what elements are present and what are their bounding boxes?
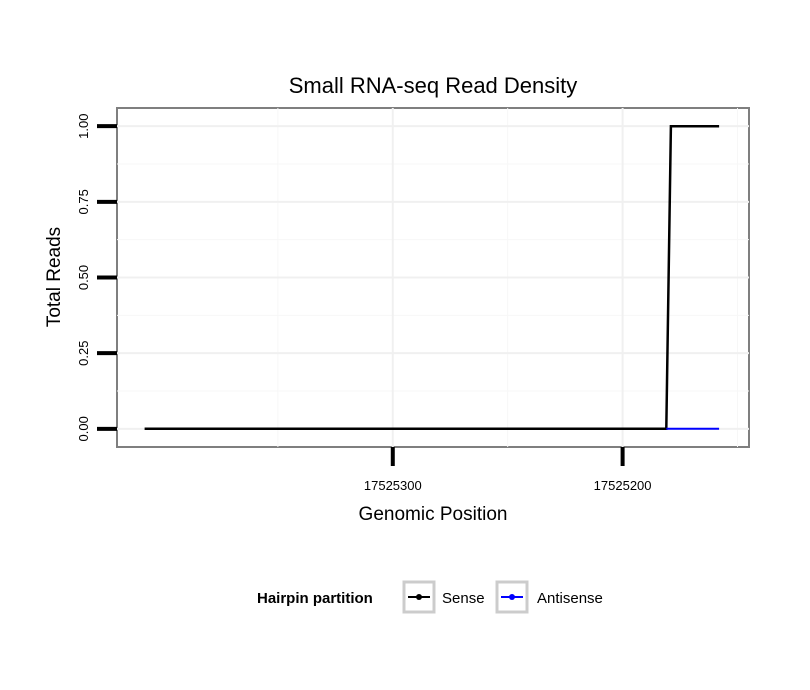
legend-point-antisense bbox=[509, 594, 515, 600]
y-tick-label: 0.75 bbox=[76, 189, 91, 214]
series-line-sense bbox=[144, 124, 720, 431]
y-tick-label: 0.00 bbox=[76, 416, 91, 441]
x-tick-label: 17525300 bbox=[364, 478, 422, 493]
y-axis-title: Total Reads bbox=[44, 227, 65, 327]
legend-label-sense: Sense bbox=[442, 590, 485, 607]
y-tick-label: 0.50 bbox=[76, 265, 91, 290]
y-tick-label: 1.00 bbox=[76, 114, 91, 139]
legend: Hairpin partition Sense Antisense bbox=[257, 580, 603, 614]
x-tick-label: 17525200 bbox=[594, 478, 652, 493]
grid-major bbox=[117, 108, 749, 447]
legend-point-sense bbox=[416, 594, 422, 600]
x-axis-title: Genomic Position bbox=[359, 504, 508, 525]
legend-label-antisense: Antisense bbox=[537, 590, 603, 607]
legend-title: Hairpin partition bbox=[257, 590, 373, 607]
x-axis: 17525300 17525200 bbox=[364, 447, 652, 493]
y-axis: 0.00 0.25 0.50 0.75 1.00 bbox=[76, 114, 117, 441]
series-layer bbox=[144, 124, 720, 431]
chart-title: Small RNA-seq Read Density bbox=[289, 73, 578, 98]
y-tick-label: 0.25 bbox=[76, 341, 91, 366]
